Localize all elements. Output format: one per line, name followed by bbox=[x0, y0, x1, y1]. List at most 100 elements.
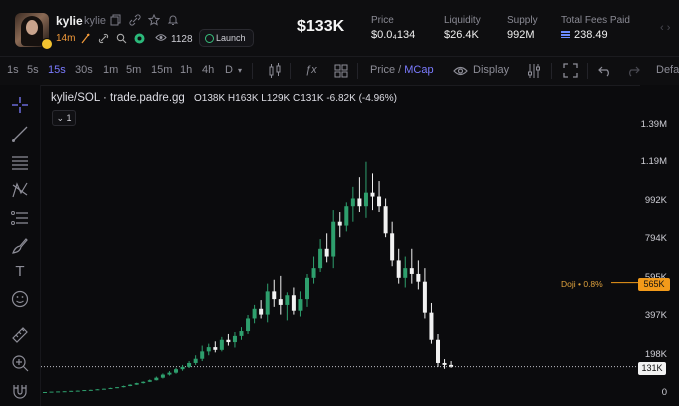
interval-dropdown-icon[interactable]: ▾ bbox=[238, 66, 243, 75]
candle bbox=[226, 339, 231, 343]
pattern-icon[interactable] bbox=[11, 181, 29, 199]
supply-stat: Supply 992M bbox=[507, 15, 538, 41]
launch-button[interactable]: Launch bbox=[199, 29, 254, 47]
candle bbox=[422, 281, 427, 313]
candle bbox=[436, 339, 440, 363]
candle bbox=[298, 299, 303, 311]
axis-tick: 595K bbox=[645, 272, 667, 283]
link-icon[interactable] bbox=[129, 13, 141, 26]
interval-1m[interactable]: 1m bbox=[103, 64, 119, 76]
candle bbox=[141, 381, 146, 384]
price-stat: Price $0.0₄134 bbox=[371, 15, 416, 41]
axis-tick: 0 bbox=[661, 387, 667, 398]
candle bbox=[43, 392, 47, 393]
interval-4h[interactable]: 4h bbox=[202, 64, 215, 76]
axis-tick: 198K bbox=[644, 349, 667, 360]
total-fees-stat: Total Fees Paid 238.49 bbox=[561, 15, 630, 41]
interval-d[interactable]: D bbox=[225, 64, 233, 76]
candle bbox=[174, 369, 178, 373]
token-age: 14m bbox=[56, 33, 76, 44]
interval-5m[interactable]: 5m bbox=[126, 64, 142, 76]
candle bbox=[180, 366, 185, 370]
ohlc-readout: O138K H163K L129K C131K -6.82K (-4.96%) bbox=[194, 93, 397, 104]
text-tool-icon[interactable]: T bbox=[15, 263, 25, 280]
copy-icon[interactable] bbox=[110, 13, 122, 26]
dex-logo-icon[interactable] bbox=[134, 31, 145, 49]
scroll-arrows-icon[interactable]: ‹ › bbox=[660, 22, 671, 34]
candle bbox=[232, 335, 237, 343]
candle bbox=[246, 318, 251, 332]
interval-5s[interactable]: 5s bbox=[27, 64, 39, 76]
axis-tick: 1.19M bbox=[640, 156, 667, 167]
drawing-toolbar: T bbox=[0, 85, 41, 406]
templates-icon[interactable] bbox=[334, 64, 348, 83]
indicators-icon[interactable]: ƒx bbox=[305, 64, 317, 76]
eye-icon[interactable] bbox=[453, 64, 468, 82]
candle bbox=[416, 273, 421, 282]
viewers-count: 1128 bbox=[155, 33, 193, 45]
link-icon[interactable] bbox=[98, 31, 109, 49]
interval-15s[interactable]: 15s bbox=[48, 64, 66, 76]
undo-icon[interactable] bbox=[598, 64, 612, 82]
crosshair-icon[interactable] bbox=[11, 96, 29, 114]
axis-tick: 1.39M bbox=[640, 119, 667, 130]
token-avatar[interactable] bbox=[15, 13, 49, 47]
settings-sliders-icon[interactable] bbox=[527, 63, 541, 84]
candle bbox=[396, 260, 401, 278]
price-axis[interactable]: 1.39M 1.19M 992K 794K 595K 397K 198K 0 bbox=[640, 85, 679, 406]
star-icon[interactable] bbox=[147, 13, 161, 26]
price-mcap-toggle[interactable]: Price / MCap bbox=[370, 64, 434, 76]
liquidity-stat: Liquidity $26.4K bbox=[444, 15, 481, 41]
candle bbox=[147, 380, 152, 382]
interval-1s[interactable]: 1s bbox=[7, 64, 19, 76]
layout-default-button[interactable]: Defa bbox=[656, 64, 679, 76]
axis-tick: 397K bbox=[644, 310, 667, 321]
candle bbox=[88, 389, 93, 391]
doji-label: Doji • 0.8% bbox=[561, 279, 603, 289]
chart-legend: kylie/SOL · trade.padre.gg O138K H163K L… bbox=[51, 92, 397, 104]
verified-badge-icon bbox=[41, 38, 53, 50]
candle bbox=[69, 390, 74, 392]
brush-icon[interactable] bbox=[11, 237, 29, 255]
candle bbox=[160, 374, 165, 378]
candle bbox=[75, 390, 80, 392]
candle bbox=[305, 277, 309, 300]
interval-1h[interactable]: 1h bbox=[180, 64, 193, 76]
search-icon[interactable] bbox=[116, 31, 127, 49]
interval-30s[interactable]: 30s bbox=[75, 64, 93, 76]
redo-icon[interactable] bbox=[626, 64, 640, 82]
launch-icon bbox=[205, 34, 214, 43]
current-price-label: 131K bbox=[638, 362, 666, 375]
candle bbox=[259, 308, 264, 315]
candle bbox=[252, 308, 257, 319]
candle bbox=[318, 248, 323, 269]
candle bbox=[337, 221, 342, 226]
horizontal-lines-icon[interactable] bbox=[11, 153, 29, 171]
candle bbox=[239, 331, 244, 336]
candle bbox=[219, 339, 224, 350]
emoji-icon[interactable] bbox=[11, 290, 29, 308]
candle bbox=[357, 198, 362, 207]
candle bbox=[331, 221, 336, 257]
eye-icon bbox=[155, 33, 167, 45]
candle bbox=[442, 362, 447, 365]
display-button[interactable]: Display bbox=[473, 64, 510, 76]
candle bbox=[56, 391, 61, 393]
zoom-in-icon[interactable] bbox=[11, 354, 29, 372]
token-symbol: kylie bbox=[56, 14, 83, 28]
fib-tool-icon[interactable] bbox=[11, 209, 29, 227]
candle bbox=[363, 192, 368, 207]
candle-type-icon[interactable] bbox=[268, 63, 282, 84]
magnet-icon[interactable] bbox=[11, 382, 29, 400]
fullscreen-icon[interactable] bbox=[563, 63, 578, 83]
indicator-collapse-button[interactable]: ⌄ 1 bbox=[52, 110, 76, 126]
trend-line-icon[interactable] bbox=[11, 125, 29, 143]
ruler-icon[interactable] bbox=[11, 326, 29, 344]
bell-icon[interactable] bbox=[167, 13, 179, 25]
candle bbox=[95, 389, 100, 391]
candle bbox=[429, 312, 434, 340]
candle bbox=[200, 351, 205, 359]
interval-15m[interactable]: 15m bbox=[151, 64, 173, 76]
candle bbox=[128, 384, 133, 387]
candlestick-chart[interactable] bbox=[41, 85, 640, 406]
